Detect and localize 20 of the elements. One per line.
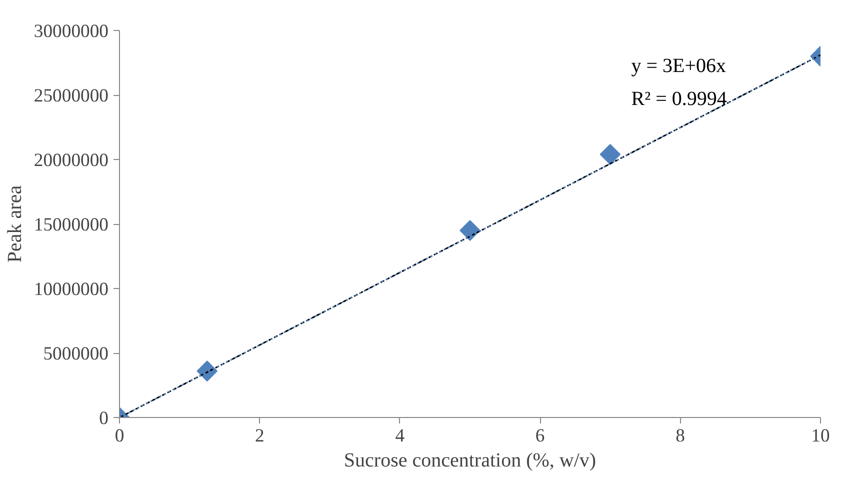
y-tick-label: 0 [99, 408, 108, 429]
y-tick-label: 30000000 [34, 21, 108, 42]
y-tick-label: 20000000 [34, 150, 108, 171]
y-tick-label: 5000000 [43, 344, 108, 364]
point [196, 360, 218, 382]
point [600, 144, 621, 165]
y-axis-title: Peak area [4, 185, 26, 263]
x-tick-label: 4 [395, 426, 406, 446]
x-tick-label: 8 [676, 426, 685, 446]
annotation: R² = 0.9994 [631, 88, 727, 110]
point [460, 220, 480, 241]
y-tick-label: 15000000 [34, 214, 108, 236]
annotation: y = 3E+06x [631, 54, 726, 77]
y-tick-label: 25000000 [34, 86, 108, 106]
x-tick-label: 2 [255, 426, 264, 446]
y-tick-label: 10000000 [34, 279, 108, 300]
x-tick-label: 0 [114, 426, 124, 446]
x-tick-label: 10 [811, 426, 830, 446]
x-tick-label: 6 [535, 426, 545, 446]
x-axis-title: Sucrose concentration (%, w/v) [344, 450, 596, 472]
